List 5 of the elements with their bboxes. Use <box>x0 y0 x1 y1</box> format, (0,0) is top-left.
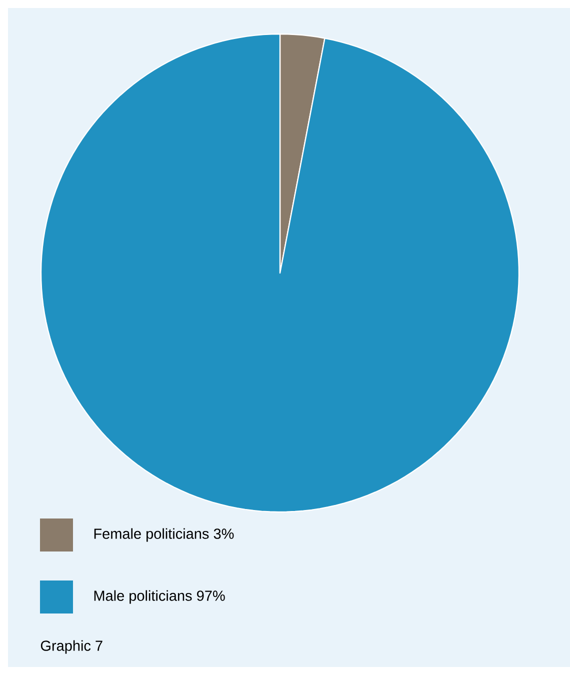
data-label: 3% <box>214 528 234 539</box>
data-label: 97% <box>197 590 225 601</box>
legend-label: Male politicians <box>94 590 192 604</box>
legend-label: Female politicians <box>94 528 209 542</box>
text: Graphic 7 <box>40 640 102 654</box>
